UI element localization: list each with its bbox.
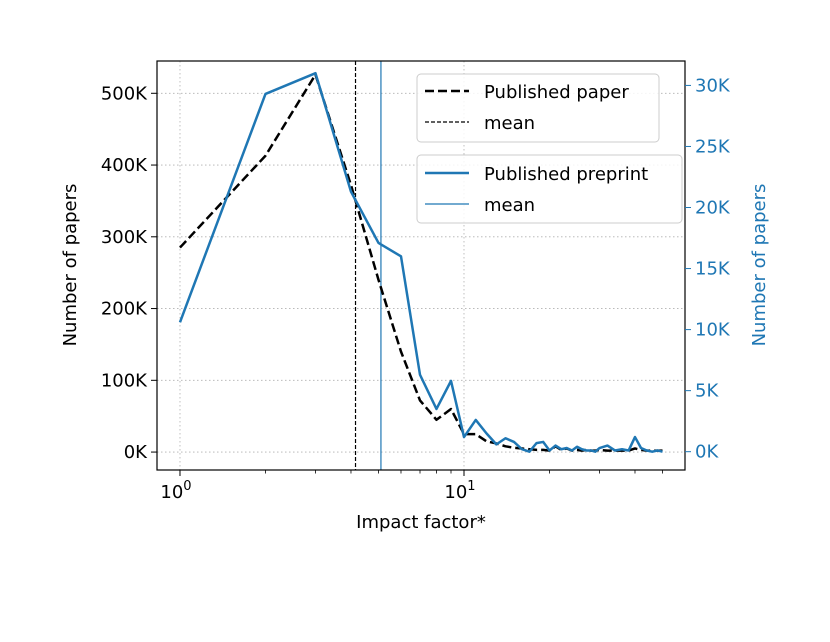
right-y-tick-label: 25K	[695, 136, 731, 157]
x-axis-label: Impact factor*	[356, 512, 486, 533]
series-line-published-paper	[179, 73, 663, 452]
series-line-published-preprint	[178, 71, 663, 453]
right-y-axis-ticks: 0K 5K 10K 15K 20K 25K 30K	[685, 75, 731, 463]
left-y-tick-label: 200K	[101, 299, 148, 320]
legend-label-published-preprint: Published preprint	[484, 164, 648, 185]
legend-label-mean-paper: mean	[484, 113, 535, 134]
right-y-axis-label: Number of papers	[749, 184, 770, 347]
left-y-tick-label: 500K	[101, 83, 148, 104]
axes-frame	[156, 60, 686, 471]
legend-published-paper: Published paper mean	[416, 73, 660, 143]
left-y-tick-label: 100K	[101, 370, 148, 391]
right-y-tick-label: 0K	[695, 442, 719, 463]
right-y-tick-label: 15K	[695, 259, 731, 280]
left-y-axis-label: Number of papers	[60, 184, 81, 347]
right-y-tick-label: 30K	[695, 75, 731, 96]
legend-published-preprint: Published preprint mean	[416, 154, 683, 224]
right-y-tick-label: 5K	[695, 381, 719, 402]
right-y-tick-label: 20K	[695, 198, 731, 219]
left-y-tick-label: 400K	[101, 155, 148, 176]
left-y-tick-label: 0K	[124, 442, 148, 463]
legend-label-published-paper: Published paper	[484, 82, 629, 103]
mean-lines	[354, 61, 382, 470]
series-layer	[178, 71, 663, 453]
left-y-tick-label: 300K	[101, 227, 148, 248]
legend-box	[416, 154, 683, 224]
left-y-axis-ticks: 0K 100K 200K 300K 400K 500K	[101, 83, 157, 463]
legend-label-mean-preprint: mean	[484, 195, 535, 216]
right-y-tick-label: 10K	[695, 320, 731, 341]
legend-box	[416, 73, 660, 143]
